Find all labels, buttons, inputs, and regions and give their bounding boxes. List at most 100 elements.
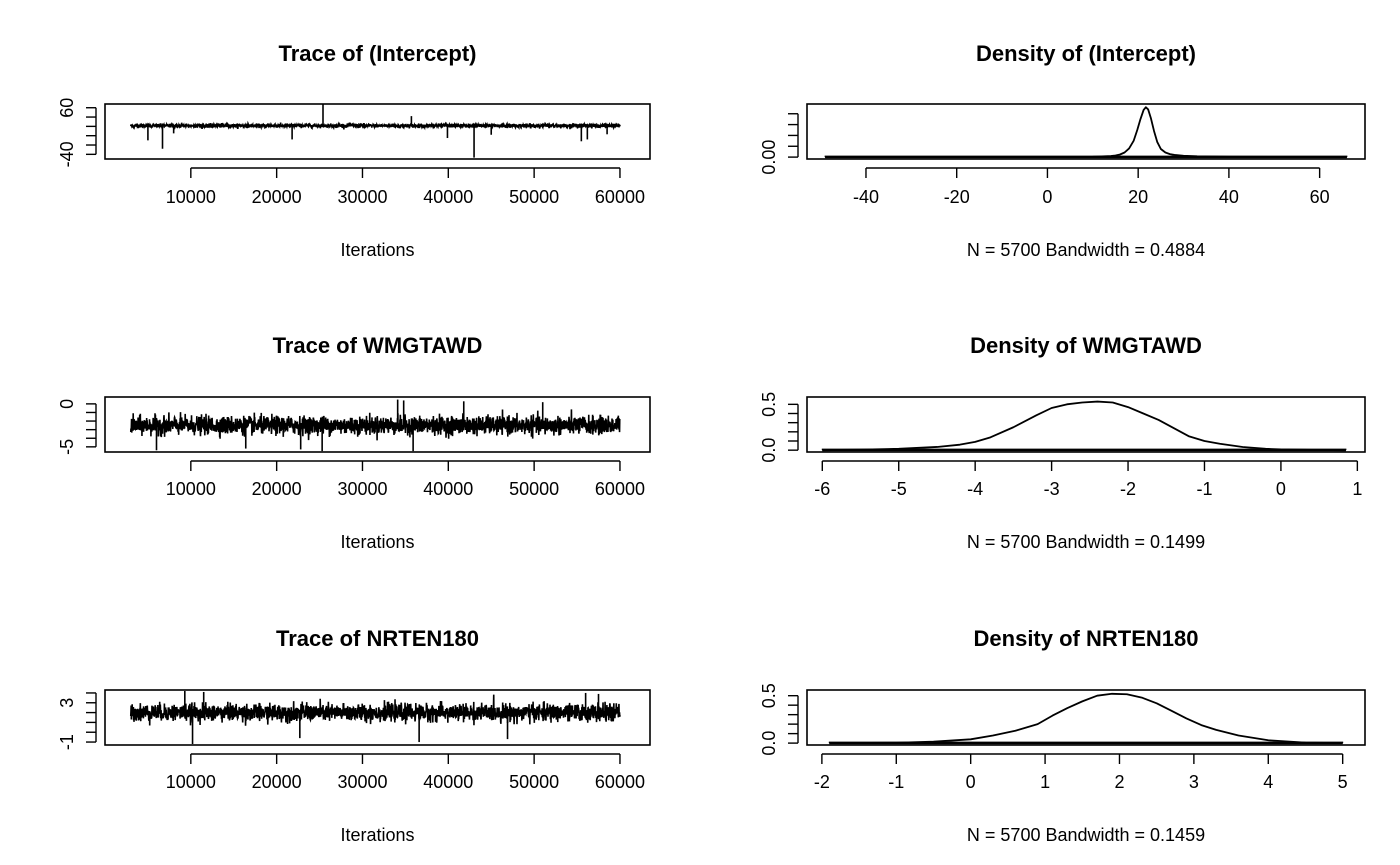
y-axis: 0.0 0.5	[759, 683, 799, 756]
x-tick-label: 30000	[337, 187, 387, 207]
x-tick-label: 3	[1189, 772, 1199, 792]
x-tick-label: 20000	[252, 187, 302, 207]
plot-region	[824, 106, 1348, 159]
x-tick-label: 40	[1219, 187, 1239, 207]
density-curve	[825, 106, 1347, 158]
x-tick-label: 0	[1276, 479, 1286, 499]
plot-frame	[104, 396, 651, 453]
plot-region	[129, 104, 621, 158]
y-axis: -40 60	[57, 98, 97, 167]
x-tick-label: 30000	[337, 479, 387, 499]
x-tick-label: 0	[1042, 187, 1052, 207]
x-tick-label: 60000	[595, 772, 645, 792]
density-intercept-panel: Density of (Intercept) -40 -20 0 20 40 60 N = 5…	[759, 41, 1366, 260]
x-tick-label: 60000	[595, 187, 645, 207]
x-tick-label: -5	[891, 479, 907, 499]
x-tick-label: 20000	[252, 772, 302, 792]
trace-wmgtawd-panel: Trace of WMGTAWD 10000 20000 30000 40000 5000…	[57, 333, 651, 552]
trace-nrten180-panel: Trace of NRTEN180 10000 20000 30000 40000 500…	[57, 626, 651, 845]
x-axis: -40 -20 0 20 40 60	[853, 167, 1330, 207]
plot-frame	[806, 103, 1366, 160]
y-tick-label: 0.5	[759, 392, 779, 417]
x-tick-label: -20	[944, 187, 970, 207]
plot-region	[821, 400, 1347, 452]
trace-intercept-panel: Trace of (Intercept) 10000 20000 30000 40000…	[57, 41, 651, 260]
x-axis: 10000 20000 30000 40000 50000 60000	[166, 753, 645, 792]
x-tick-label: 1	[1040, 772, 1050, 792]
trace-line	[129, 409, 621, 441]
x-tick-label: 20000	[252, 479, 302, 499]
trace-line	[129, 120, 621, 131]
x-tick-label: 10000	[166, 772, 216, 792]
x-axis-label: Iterations	[340, 532, 414, 552]
panel-title: Density of (Intercept)	[976, 41, 1196, 66]
x-axis-label: Iterations	[340, 825, 414, 845]
x-tick-label: 50000	[509, 187, 559, 207]
x-tick-label: -6	[814, 479, 830, 499]
y-axis: -5 0	[57, 399, 97, 455]
x-axis-label: Iterations	[340, 240, 414, 260]
x-tick-label: 1	[1352, 479, 1362, 499]
x-tick-label: 40000	[423, 187, 473, 207]
x-tick-label: -40	[853, 187, 879, 207]
y-tick-label: 0.00	[759, 140, 779, 175]
x-tick-label: 2	[1114, 772, 1124, 792]
density-curve	[829, 692, 1343, 744]
x-axis-label: N = 5700 Bandwidth = 0.4884	[967, 240, 1205, 260]
plot-region	[828, 692, 1344, 745]
x-axis-label: N = 5700 Bandwidth = 0.1459	[967, 825, 1205, 845]
x-tick-label: -4	[967, 479, 983, 499]
panel-title: Density of WMGTAWD	[970, 333, 1202, 358]
x-tick-label: 10000	[166, 479, 216, 499]
x-axis: 10000 20000 30000 40000 50000 60000	[166, 167, 645, 207]
plot-region	[129, 399, 621, 452]
x-tick-label: 10000	[166, 187, 216, 207]
panel-title: Trace of (Intercept)	[278, 41, 476, 66]
panel-title: Trace of NRTEN180	[276, 626, 479, 651]
x-tick-label: 20	[1128, 187, 1148, 207]
plot-region	[129, 690, 621, 745]
plot-frame	[806, 689, 1366, 746]
y-axis: 0.0 0.5	[759, 392, 799, 463]
y-tick-label: -1	[57, 734, 77, 750]
x-tick-label: 60	[1310, 187, 1330, 207]
x-tick-label: 0	[966, 772, 976, 792]
x-tick-label: 40000	[423, 479, 473, 499]
x-tick-label: 40000	[423, 772, 473, 792]
y-tick-label: 0.5	[759, 683, 779, 708]
panel-title: Density of NRTEN180	[974, 626, 1199, 651]
y-tick-label: -40	[57, 141, 77, 167]
y-tick-label: -5	[57, 439, 77, 455]
x-tick-label: 4	[1263, 772, 1273, 792]
x-tick-label: 50000	[509, 479, 559, 499]
x-tick-label: 60000	[595, 479, 645, 499]
trace-line	[129, 694, 621, 726]
density-nrten180-panel: Density of NRTEN180 -2 -1 0 1 2 3 4 5 N = 5700 Ba…	[759, 626, 1366, 845]
x-tick-label: -1	[888, 772, 904, 792]
y-tick-label: 0.0	[759, 731, 779, 756]
plot-frame	[104, 103, 651, 160]
x-tick-label: -3	[1044, 479, 1060, 499]
x-tick-label: 50000	[509, 772, 559, 792]
plot-frame	[104, 689, 651, 746]
x-tick-label: -2	[814, 772, 830, 792]
y-tick-label: 60	[57, 98, 77, 118]
plot-frame	[806, 396, 1366, 453]
y-tick-label: 0	[57, 399, 77, 409]
y-axis: -1 3	[57, 692, 97, 750]
x-tick-label: 30000	[337, 772, 387, 792]
y-axis: 0.00	[759, 113, 799, 175]
x-tick-label: -1	[1196, 479, 1212, 499]
x-axis-label: N = 5700 Bandwidth = 0.1499	[967, 532, 1205, 552]
y-tick-label: 0.0	[759, 438, 779, 463]
x-axis: -6 -5 -4 -3 -2 -1 0 1	[814, 460, 1362, 499]
x-tick-label: -2	[1120, 479, 1136, 499]
x-axis: -2 -1 0 1 2 3 4 5	[814, 753, 1348, 792]
density-wmgtawd-panel: Density of WMGTAWD -6 -5 -4 -3 -2 -1 0 1 N = 5700…	[759, 333, 1366, 552]
x-axis: 10000 20000 30000 40000 50000 60000	[166, 460, 645, 499]
y-tick-label: 3	[57, 698, 77, 708]
panel-title: Trace of WMGTAWD	[273, 333, 483, 358]
density-curve	[822, 400, 1346, 452]
x-tick-label: 5	[1338, 772, 1348, 792]
